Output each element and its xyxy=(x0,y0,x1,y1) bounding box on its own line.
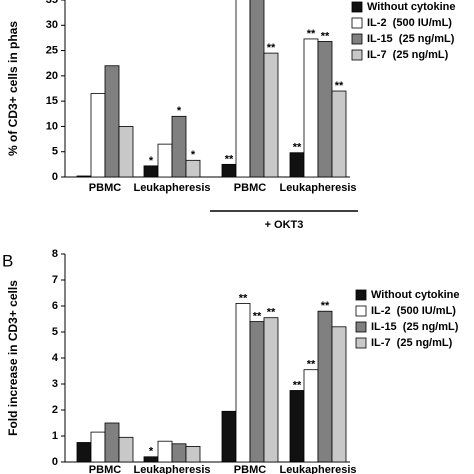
legend-swatch xyxy=(351,17,363,29)
significance: ** xyxy=(307,28,316,40)
legend-label: IL-15 (25 ng/mL) xyxy=(371,321,459,333)
x-tick-label: Leukapheresis xyxy=(279,182,356,194)
legend-swatch xyxy=(355,289,367,301)
group-label: + OKT3 xyxy=(265,219,304,231)
bar xyxy=(263,52,279,178)
legend-label: Without cytokine xyxy=(371,289,460,301)
bar xyxy=(157,143,173,178)
bar xyxy=(303,38,319,178)
significance: * xyxy=(177,105,182,117)
y-axis-label: Fold increase in CD3+ cells xyxy=(6,280,20,436)
bar xyxy=(157,440,173,463)
legend-swatch xyxy=(351,49,363,61)
significance: ** xyxy=(225,153,234,165)
legend-swatch xyxy=(355,305,367,317)
bar xyxy=(221,410,237,463)
x-tick-label: PBMC xyxy=(234,182,266,194)
legend-swatch xyxy=(351,33,363,45)
y-tick-label: 3 xyxy=(52,378,58,390)
bar xyxy=(317,41,333,178)
bar xyxy=(76,175,92,178)
bars xyxy=(76,0,347,178)
bar xyxy=(235,0,251,178)
significance: * xyxy=(149,155,154,167)
y-tick-label: 2 xyxy=(52,404,58,416)
bar xyxy=(303,369,319,463)
bar xyxy=(185,445,201,463)
significance: ** xyxy=(307,359,316,371)
significance: ** xyxy=(267,42,276,54)
legend-label: IL-15 (25 ng/mL) xyxy=(367,33,455,45)
bar xyxy=(143,165,159,178)
bar xyxy=(185,159,201,178)
y-tick-label: 8 xyxy=(52,248,58,260)
y-tick-label: 30 xyxy=(46,19,58,31)
bar xyxy=(249,321,265,463)
legend-label: IL-7 (25 ng/mL) xyxy=(371,337,453,349)
x-tick-label: PBMC xyxy=(89,182,121,194)
legend-label: IL-7 (25 ng/mL) xyxy=(367,49,449,61)
bar xyxy=(171,443,187,463)
legend-swatch xyxy=(351,1,363,13)
significance: ** xyxy=(267,307,276,319)
y-tick-label: 10 xyxy=(46,120,58,132)
y-tick-label: 7 xyxy=(52,274,58,286)
x-tick-label: PBMC xyxy=(234,464,266,474)
legend-label: Without cytokine xyxy=(367,1,456,13)
significance: ** xyxy=(239,292,248,304)
panel-label: B xyxy=(2,251,13,270)
significance: * xyxy=(191,149,196,161)
bar xyxy=(104,422,120,463)
bar xyxy=(249,0,265,178)
y-tick-label: 1 xyxy=(52,430,58,442)
bar xyxy=(76,442,92,463)
bar xyxy=(221,163,237,178)
legend-label: IL-2 (500 IU/mL) xyxy=(371,305,456,317)
bar xyxy=(331,90,347,178)
y-tick-label: 25 xyxy=(46,44,58,56)
y-tick-label: 0 xyxy=(52,171,58,183)
y-tick-label: 5 xyxy=(52,146,58,158)
bar xyxy=(235,302,251,463)
y-tick-label: 15 xyxy=(46,95,58,107)
significance: ** xyxy=(293,142,302,154)
y-tick-label: 20 xyxy=(46,70,58,82)
significance: ** xyxy=(253,311,262,323)
bar xyxy=(289,152,305,178)
bar xyxy=(118,436,134,463)
bar xyxy=(317,310,333,463)
bar xyxy=(263,317,279,463)
bar xyxy=(289,390,305,463)
y-tick-label: 6 xyxy=(52,300,58,312)
legend-label: IL-2 (500 IU/mL) xyxy=(367,17,452,29)
y-tick-label: 5 xyxy=(52,326,58,338)
legend-swatch xyxy=(355,337,367,349)
legend-swatch xyxy=(355,321,367,333)
bar xyxy=(104,65,120,178)
y-tick-label: 4 xyxy=(52,352,59,364)
y-tick-label: 0 xyxy=(52,456,58,468)
y-axis-label: % of CD3+ cells in phas xyxy=(6,21,20,156)
x-tick-label: Leukapheresis xyxy=(133,464,210,474)
y-tick-label: 35 xyxy=(46,0,58,6)
x-tick-label: Leukapheresis xyxy=(279,464,356,474)
bar xyxy=(90,431,106,463)
significance: ** xyxy=(321,300,330,312)
bar xyxy=(118,126,134,178)
significance: * xyxy=(149,446,154,458)
bar xyxy=(171,115,187,178)
x-tick-label: PBMC xyxy=(89,464,121,474)
bar xyxy=(331,326,347,463)
bars xyxy=(76,302,347,463)
significance: ** xyxy=(321,30,330,42)
significance: ** xyxy=(335,80,344,92)
bar xyxy=(90,93,106,178)
x-tick-label: Leukapheresis xyxy=(133,182,210,194)
significance: ** xyxy=(293,379,302,391)
